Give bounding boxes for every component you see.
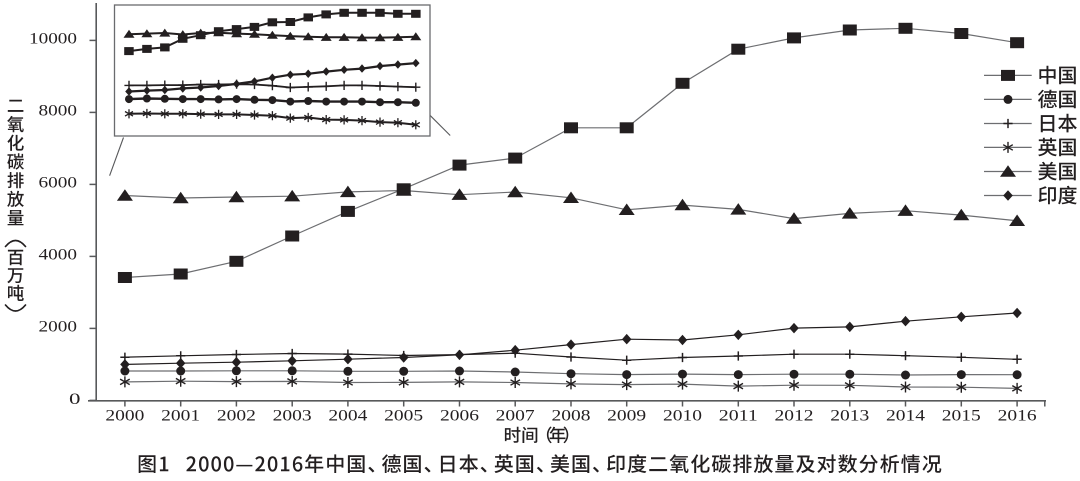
svg-text:2010: 2010 [663,408,702,425]
svg-text:6000: 6000 [39,175,78,192]
svg-text:8000: 8000 [39,103,78,120]
svg-text:2001: 2001 [161,408,200,425]
svg-text:4000: 4000 [39,247,78,264]
svg-text:2007: 2007 [496,408,535,425]
svg-text:2000: 2000 [105,408,144,425]
svg-text:0: 0 [69,391,81,408]
svg-text:2004: 2004 [328,408,367,425]
svg-text:2016: 2016 [998,408,1037,425]
svg-text:2012: 2012 [775,408,814,425]
svg-text:2015: 2015 [942,408,981,425]
svg-text:2005: 2005 [384,408,423,425]
svg-text:2000: 2000 [39,319,78,336]
svg-text:2008: 2008 [552,408,591,425]
svg-text:2014: 2014 [886,408,925,425]
svg-text:2006: 2006 [440,408,479,425]
svg-text:2003: 2003 [273,408,312,425]
svg-text:2011: 2011 [719,408,758,425]
svg-text:10000: 10000 [29,31,77,48]
svg-text:2009: 2009 [607,408,646,425]
svg-text:2002: 2002 [217,408,256,425]
svg-text:2013: 2013 [830,408,869,425]
